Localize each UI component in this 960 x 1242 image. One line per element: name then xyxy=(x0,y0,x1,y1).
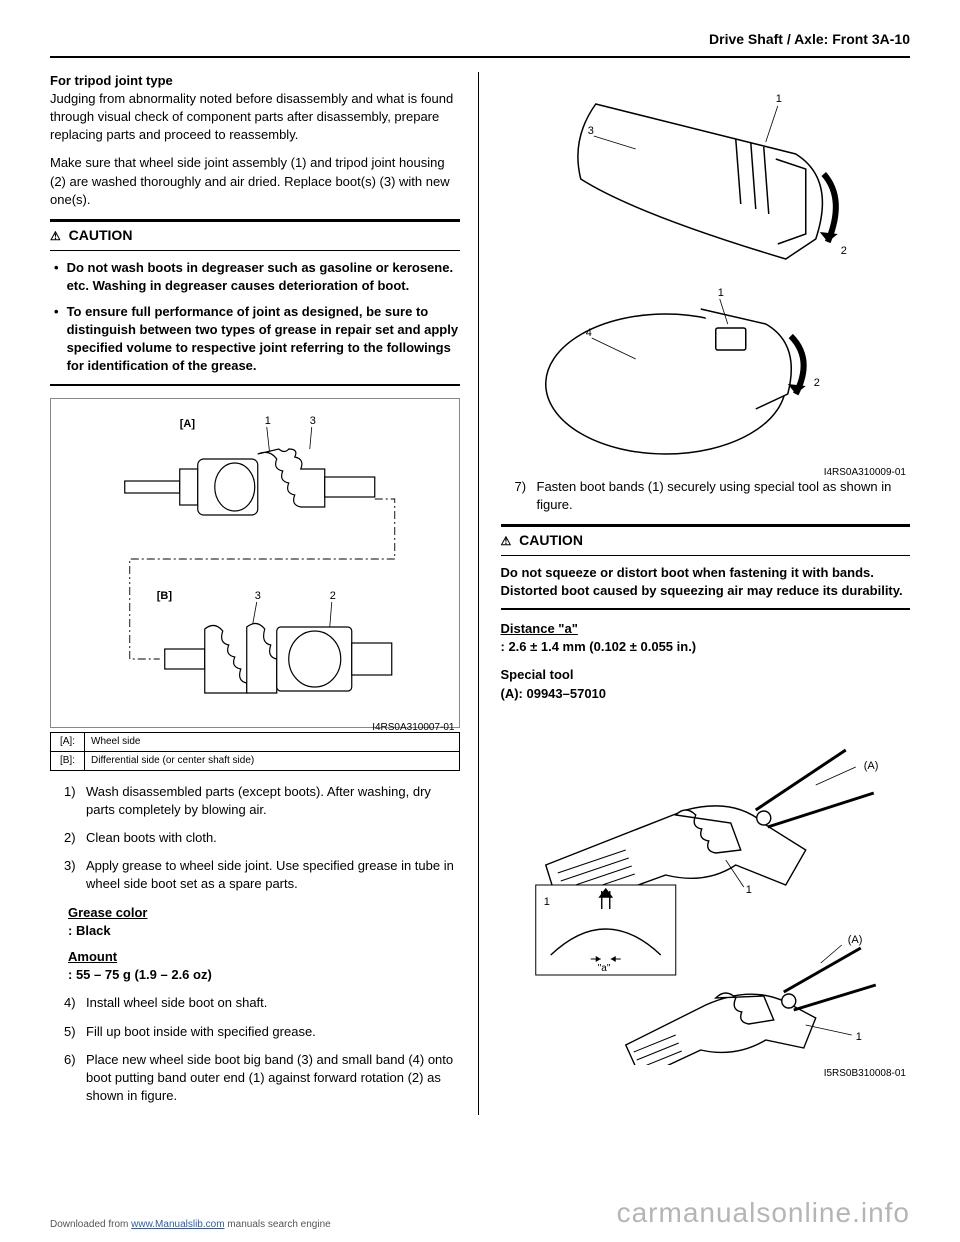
left-column: For tripod joint type Judging from abnor… xyxy=(50,72,479,1116)
legend-val: Differential side (or center shaft side) xyxy=(85,751,460,770)
warning-icon: ⚠ xyxy=(501,533,512,550)
step-text: Wash disassembled parts (except boots). … xyxy=(86,783,460,819)
fig-c2: 2 xyxy=(840,245,846,257)
step-text: Apply grease to wheel side joint. Use sp… xyxy=(86,857,460,893)
caution-label-r: ⚠ CAUTION xyxy=(501,524,911,556)
step-text: Install wheel side boot on shaft. xyxy=(86,994,267,1012)
fig-c2b: 2 xyxy=(813,377,819,389)
page-footer: Downloaded from www.Manualslib.com manua… xyxy=(50,1193,910,1232)
tool-lbl: Special tool xyxy=(501,666,911,684)
grease-amount-val: : 55 – 75 g (1.9 – 2.6 oz) xyxy=(68,966,460,984)
caution-item: To ensure full performance of joint as d… xyxy=(67,303,460,376)
fig-c3: 3 xyxy=(587,125,593,137)
intro-1: Judging from abnormality noted before di… xyxy=(50,91,453,142)
caution-text: CAUTION xyxy=(69,227,133,243)
fig-label-a: [A] xyxy=(180,418,196,430)
figure-caption: I5RS0B310008-01 xyxy=(501,1065,911,1083)
step-text: Clean boots with cloth. xyxy=(86,829,217,847)
figure-bands: 1 3 2 1 4 xyxy=(501,84,911,474)
step-num: 3) xyxy=(64,857,86,893)
step-num: 2) xyxy=(64,829,86,847)
caution-text: CAUTION xyxy=(519,532,583,548)
caution-list: •Do not wash boots in degreaser such as … xyxy=(50,259,460,376)
fig-callout-1: 1 xyxy=(265,415,271,427)
step-text: Place new wheel side boot big band (3) a… xyxy=(86,1051,460,1106)
right-column: 1 3 2 1 4 xyxy=(499,72,911,1116)
fig-callout-3b: 3 xyxy=(255,590,261,602)
grease-color-val: : Black xyxy=(68,922,460,940)
steps-list-1: 1)Wash disassembled parts (except boots)… xyxy=(50,783,460,894)
figure-caption: I4RS0A310007-01 xyxy=(51,719,459,737)
manualslib-link[interactable]: www.Manualslib.com xyxy=(131,1219,224,1230)
figure-caption: I4RS0A310009-01 xyxy=(501,464,911,482)
grease-amount-lbl: Amount xyxy=(68,948,460,966)
fig-label-b: [B] xyxy=(157,590,173,602)
step-num: 7) xyxy=(515,478,537,514)
step-num: 4) xyxy=(64,994,86,1012)
caution-label: ⚠ CAUTION xyxy=(50,219,460,251)
legend-key: [B]: xyxy=(51,751,85,770)
caution-end-rule xyxy=(501,608,911,610)
caution-end-rule xyxy=(50,384,460,386)
watermark: carmanualsonline.info xyxy=(617,1193,910,1232)
fig-callout-3a: 3 xyxy=(310,415,316,427)
step-text: Fasten boot bands (1) securely using spe… xyxy=(537,478,911,514)
grease-color-lbl: Grease color xyxy=(68,904,460,922)
steps-list-2: 4)Install wheel side boot on shaft. 5)Fi… xyxy=(50,994,460,1105)
step-num: 1) xyxy=(64,783,86,819)
fig-c1b: 1 xyxy=(717,287,723,299)
step-num: 5) xyxy=(64,1023,86,1041)
tool-val: (A): 09943–57010 xyxy=(501,685,911,703)
footer-post: manuals search engine xyxy=(225,1219,331,1230)
figure-legend: [A]:Wheel side [B]:Differential side (or… xyxy=(50,732,460,771)
fig-ca: "a" xyxy=(597,963,610,974)
bullet-icon: • xyxy=(54,303,59,376)
fig-c4: 4 xyxy=(585,327,591,339)
caution-body-r: Do not squeeze or distort boot when fast… xyxy=(501,564,911,600)
step-num: 6) xyxy=(64,1051,86,1106)
steps-list-7: 7)Fasten boot bands (1) securely using s… xyxy=(501,478,911,514)
bullet-icon: • xyxy=(54,259,59,295)
figure-tool: (A) 1 1 "a" xyxy=(501,715,911,1075)
distance-val: : 2.6 ± 1.4 mm (0.102 ± 0.055 in.) xyxy=(501,638,911,656)
fig-cA2: (A) xyxy=(847,934,862,946)
figure-boot-sections: [A] 1 3 xyxy=(50,398,460,728)
distance-lbl: Distance "a" xyxy=(501,620,911,638)
fig-c1: 1 xyxy=(775,93,781,105)
intro-2: Make sure that wheel side joint assembly… xyxy=(50,154,460,209)
fig-c1e: 1 xyxy=(855,1031,861,1043)
fig-callout-2: 2 xyxy=(330,590,336,602)
step-text: Fill up boot inside with specified greas… xyxy=(86,1023,316,1041)
fig-c1d: 1 xyxy=(543,896,549,908)
warning-icon: ⚠ xyxy=(50,228,61,245)
footer-pre: Downloaded from xyxy=(50,1219,131,1230)
tripod-title: For tripod joint type xyxy=(50,73,173,88)
fig-cA: (A) xyxy=(863,760,878,772)
page-header: Drive Shaft / Axle: Front 3A-10 xyxy=(50,30,910,58)
fig-c1c: 1 xyxy=(745,884,751,896)
caution-item: Do not wash boots in degreaser such as g… xyxy=(67,259,460,295)
grease-spec: Grease color : Black Amount : 55 – 75 g … xyxy=(68,904,460,985)
